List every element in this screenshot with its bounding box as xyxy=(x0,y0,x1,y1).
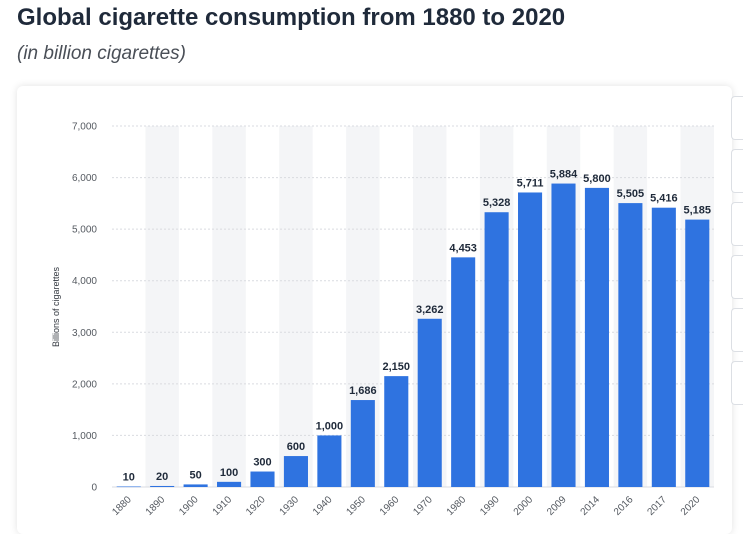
bar-value-label: 20 xyxy=(156,471,168,483)
y-tick-label: 2,000 xyxy=(72,379,97,390)
bar-value-label: 300 xyxy=(253,457,271,469)
side-tab-2[interactable] xyxy=(731,149,743,193)
x-tick-label: 1950 xyxy=(344,494,368,518)
bar-value-label: 100 xyxy=(220,467,238,479)
x-tick-label: 1900 xyxy=(177,494,201,518)
background-band xyxy=(145,126,179,487)
page-title: Global cigarette consumption from 1880 t… xyxy=(17,4,566,31)
bar[interactable] xyxy=(584,187,609,487)
background-band xyxy=(279,126,313,487)
bar[interactable] xyxy=(217,481,242,487)
bar[interactable] xyxy=(116,486,141,488)
side-toolbar xyxy=(731,96,743,414)
bar[interactable] xyxy=(183,484,208,487)
x-tick-label: 1940 xyxy=(311,494,335,518)
x-tick-label: 1980 xyxy=(445,494,469,518)
background-band xyxy=(212,126,246,487)
side-tab-5[interactable] xyxy=(731,308,743,352)
side-tab-4[interactable] xyxy=(731,255,743,299)
x-tick-label: 2014 xyxy=(579,494,603,518)
bar-value-label: 5,711 xyxy=(517,177,544,189)
bar[interactable] xyxy=(618,203,643,487)
x-tick-label: 2009 xyxy=(545,494,569,518)
x-tick-label: 1970 xyxy=(411,494,435,518)
side-tab-1[interactable] xyxy=(731,96,743,140)
x-tick-label: 1890 xyxy=(144,494,168,518)
bar[interactable] xyxy=(250,471,275,487)
bar[interactable] xyxy=(384,376,409,487)
page-subtitle: (in billion cigarettes) xyxy=(17,43,186,64)
y-tick-label: 4,000 xyxy=(72,276,97,287)
bar[interactable] xyxy=(651,207,676,487)
x-tick-label: 1910 xyxy=(211,494,235,518)
bar[interactable] xyxy=(417,318,442,487)
x-tick-label: 2017 xyxy=(645,494,669,518)
y-tick-label: 3,000 xyxy=(72,328,97,339)
bar-value-label: 3,262 xyxy=(416,304,444,316)
x-tick-label: 2020 xyxy=(679,494,703,518)
bar-value-label: 5,884 xyxy=(550,169,578,181)
bar-value-label: 4,453 xyxy=(449,242,477,254)
x-tick-label: 1990 xyxy=(478,494,502,518)
x-tick-label: 2000 xyxy=(512,494,536,518)
bar-value-label: 5,416 xyxy=(650,193,678,205)
y-tick-label: 1,000 xyxy=(72,431,97,442)
y-tick-label: 6,000 xyxy=(72,173,97,184)
bar-value-label: 5,505 xyxy=(617,188,645,200)
bar[interactable] xyxy=(283,456,308,487)
bar-value-label: 1,000 xyxy=(316,420,344,432)
bar-value-label: 5,328 xyxy=(483,197,511,209)
side-tab-6[interactable] xyxy=(731,361,743,405)
bar-value-label: 600 xyxy=(287,441,305,453)
side-tab-3[interactable] xyxy=(731,202,743,246)
bar-value-label: 2,150 xyxy=(383,361,411,373)
bar-value-label: 10 xyxy=(123,471,135,483)
x-tick-label: 1880 xyxy=(110,494,134,518)
bar[interactable] xyxy=(484,212,509,488)
bar-value-label: 5,800 xyxy=(583,173,611,185)
bar[interactable] xyxy=(451,257,476,487)
x-tick-label: 1930 xyxy=(278,494,302,518)
y-tick-label: 5,000 xyxy=(72,225,97,236)
bar[interactable] xyxy=(317,435,342,487)
bar-value-label: 50 xyxy=(189,469,201,481)
bar[interactable] xyxy=(350,400,375,487)
bar[interactable] xyxy=(685,219,710,487)
bar[interactable] xyxy=(518,192,543,487)
x-tick-label: 1920 xyxy=(244,494,268,518)
bar-value-label: 5,185 xyxy=(684,205,712,217)
y-axis-title: Billions of cigarettes xyxy=(51,266,61,347)
bar-value-label: 1,686 xyxy=(349,385,377,397)
bar[interactable] xyxy=(551,183,576,487)
x-tick-label: 1960 xyxy=(378,494,402,518)
x-tick-label: 2016 xyxy=(612,494,636,518)
bar[interactable] xyxy=(150,485,175,487)
y-tick-label: 0 xyxy=(91,483,97,494)
y-tick-label: 7,000 xyxy=(72,122,97,133)
